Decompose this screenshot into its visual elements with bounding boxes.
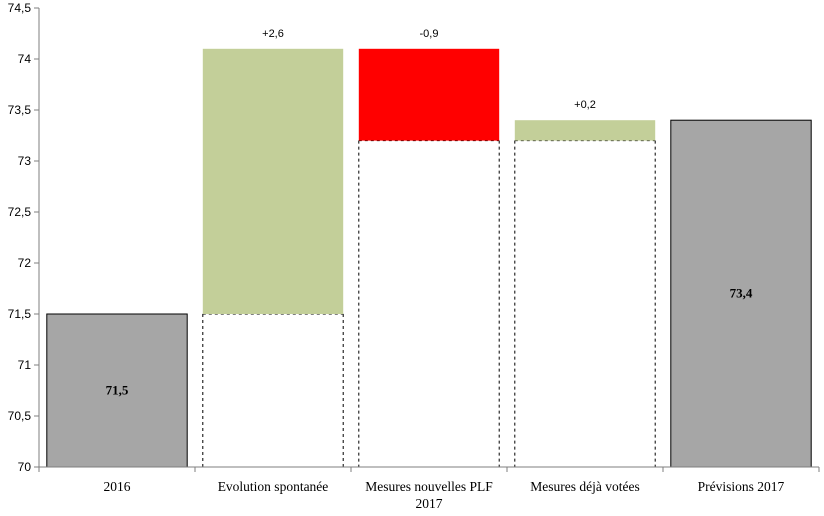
y-tick-label: 72 xyxy=(18,256,32,270)
x-category-label: 2017 xyxy=(416,496,443,511)
x-category-label: Evolution spontanée xyxy=(218,479,329,494)
y-tick-label: 70,5 xyxy=(8,409,32,423)
bar-total xyxy=(46,313,188,468)
x-category-label: Prévisions 2017 xyxy=(698,479,785,494)
y-tick-label: 74,5 xyxy=(8,1,32,15)
y-tick-label: 73,5 xyxy=(8,103,32,117)
bar-data-label: +2,6 xyxy=(262,28,284,40)
y-tick-label: 72,5 xyxy=(8,205,32,219)
bar-data-label: 71,5 xyxy=(106,383,129,398)
x-category-label: 2016 xyxy=(104,479,131,494)
x-category-label: Mesures nouvelles PLF xyxy=(365,479,493,494)
x-category-label: Mesures déjà votées xyxy=(530,479,639,494)
y-tick-label: 71 xyxy=(18,358,32,372)
bar-increase xyxy=(202,48,344,315)
bar-total xyxy=(670,119,812,468)
bar-data-label: 73,4 xyxy=(730,286,753,301)
y-tick-label: 71,5 xyxy=(8,307,32,321)
bar-data-label: +0,2 xyxy=(574,99,596,111)
y-tick-label: 70 xyxy=(18,460,32,474)
bar-increase xyxy=(514,120,656,141)
bar-decrease xyxy=(358,48,500,141)
y-tick-label: 74 xyxy=(18,52,32,66)
y-tick-label: 73 xyxy=(18,154,32,168)
bar-data-label: -0,9 xyxy=(420,28,439,40)
